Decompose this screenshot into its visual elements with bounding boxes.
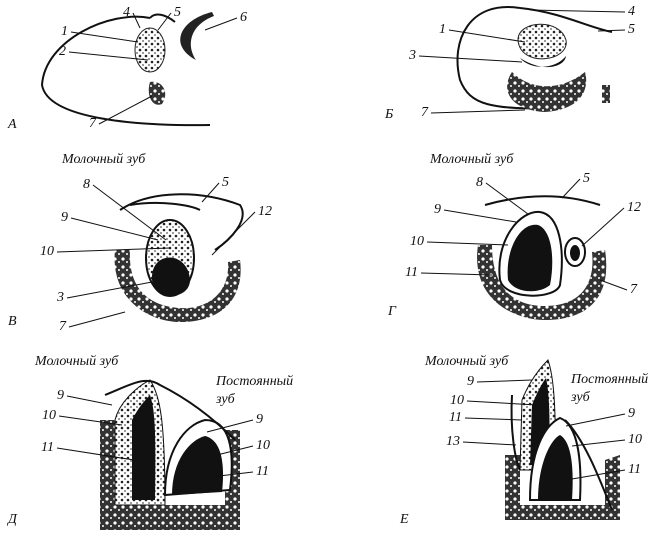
leader-line [70, 217, 159, 241]
tooth-title: Постоянный [215, 374, 293, 389]
leader-line [565, 469, 626, 481]
part-label: 10 [450, 393, 464, 408]
leader-line [420, 272, 493, 276]
leader-line [561, 178, 581, 199]
leader-line [211, 211, 256, 256]
tooth-title: Молочный зуб [424, 354, 509, 369]
stage-a-drawing [40, 12, 214, 127]
part-label: 3 [408, 48, 416, 63]
tooth-title: Молочный зуб [34, 354, 119, 369]
part-label: 10 [40, 244, 54, 259]
part-label: 7 [421, 105, 429, 120]
stage-letter: Е [399, 512, 409, 527]
leader-line [565, 413, 626, 427]
part-label: 11 [256, 464, 269, 479]
part-label: 4 [123, 5, 130, 20]
part-label: 11 [405, 265, 418, 280]
part-label: 9 [467, 374, 474, 389]
leader-line [476, 379, 533, 383]
leader-line [464, 417, 523, 421]
leader-line [206, 419, 254, 433]
leader-line [581, 207, 625, 247]
leader-line [466, 400, 538, 406]
leader-line [597, 29, 626, 32]
leader-line [216, 445, 254, 456]
part-label: 11 [41, 440, 54, 455]
part-label: 9 [57, 388, 64, 403]
part-label: 3 [56, 290, 64, 305]
leader-line [418, 55, 523, 63]
tooth-title: Молочный зуб [61, 152, 146, 167]
leader-line [443, 209, 517, 223]
part-label: 8 [83, 177, 90, 192]
leader-line [426, 241, 509, 246]
part-label: 10 [42, 408, 56, 423]
leader-line [66, 281, 153, 299]
leader-line [599, 279, 628, 291]
part-label: 10 [256, 438, 270, 453]
part-label: 12 [627, 200, 641, 215]
leader-line [485, 182, 529, 215]
tooth-title: зуб [570, 390, 591, 405]
part-label: 5 [174, 5, 181, 20]
part-label: 9 [256, 412, 263, 427]
leader-line [529, 9, 626, 13]
tooth-title: Постоянный [570, 372, 648, 387]
leader-line [201, 471, 254, 479]
part-label: 6 [240, 10, 247, 25]
leader-line [66, 395, 113, 406]
part-label: 8 [476, 175, 483, 190]
stage-letter: Г [387, 304, 397, 319]
part-label: 7 [59, 319, 67, 334]
stage-g-drawing [477, 195, 607, 320]
part-label: 5 [583, 171, 590, 186]
part-label: 7 [630, 282, 638, 297]
part-label: 9 [628, 406, 635, 421]
part-label: 4 [628, 4, 635, 19]
part-label: 1 [61, 24, 68, 39]
part-label: 2 [59, 44, 66, 59]
leader-line [56, 247, 171, 253]
tooth-title: Молочный зуб [429, 152, 514, 167]
part-label: 12 [258, 204, 272, 219]
leader-line [157, 12, 172, 31]
part-label: 10 [410, 234, 424, 249]
stage-letter: В [8, 314, 17, 329]
part-label: 5 [222, 175, 229, 190]
stage-letter: Д [6, 512, 18, 527]
part-label: 11 [449, 410, 462, 425]
leader-line [430, 109, 526, 114]
part-label: 5 [628, 22, 635, 37]
part-label: 9 [61, 210, 68, 225]
leader-line [571, 439, 626, 447]
leader-line [68, 51, 149, 61]
leader-line [56, 447, 135, 461]
leader-line [68, 311, 126, 328]
tooth-title: зуб [215, 392, 236, 407]
leader-line [132, 12, 141, 29]
leader-line [58, 415, 123, 426]
stage-d-drawing [100, 379, 240, 530]
stage-b-drawing [456, 5, 613, 112]
part-label: 10 [628, 432, 642, 447]
leader-line [201, 182, 220, 203]
stage-letter: Б [384, 107, 393, 122]
part-label: 9 [434, 202, 441, 217]
leader-line [98, 95, 153, 125]
leader-line [204, 17, 238, 31]
leader-line [92, 184, 167, 241]
leader-line [448, 29, 526, 43]
part-label: 11 [628, 462, 641, 477]
stage-e-drawing [505, 359, 620, 520]
stage-letter: А [7, 117, 17, 132]
stage-v-drawing [114, 193, 244, 322]
leader-line [462, 441, 517, 446]
part-label: 13 [446, 434, 460, 449]
part-label: 7 [89, 116, 97, 131]
part-label: 1 [439, 22, 446, 37]
leader-line [70, 31, 139, 43]
